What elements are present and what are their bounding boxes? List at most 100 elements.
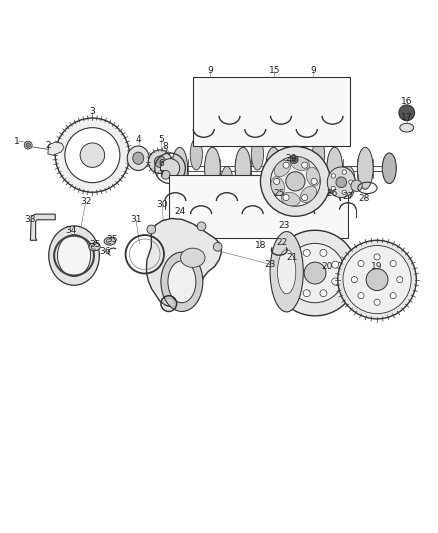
Text: 6: 6 (159, 158, 164, 167)
Circle shape (320, 249, 327, 256)
Circle shape (160, 159, 180, 178)
Circle shape (336, 177, 346, 188)
Circle shape (261, 147, 330, 216)
Text: 25: 25 (274, 189, 285, 198)
Polygon shape (169, 175, 348, 238)
Text: 35: 35 (106, 235, 118, 244)
Circle shape (147, 225, 155, 234)
Circle shape (302, 162, 308, 168)
Circle shape (283, 195, 289, 200)
Circle shape (342, 190, 346, 195)
Circle shape (302, 195, 308, 200)
Circle shape (283, 162, 289, 168)
Text: 31: 31 (130, 215, 142, 224)
Circle shape (55, 118, 130, 192)
Ellipse shape (300, 186, 317, 203)
Circle shape (292, 157, 296, 161)
Polygon shape (147, 219, 221, 308)
Ellipse shape (278, 249, 296, 294)
Circle shape (397, 277, 403, 282)
Text: 1: 1 (14, 136, 20, 146)
Ellipse shape (282, 166, 294, 198)
Circle shape (154, 156, 166, 167)
Circle shape (342, 170, 346, 174)
Circle shape (272, 230, 358, 316)
Circle shape (332, 278, 339, 285)
Polygon shape (48, 142, 64, 155)
Text: 20: 20 (321, 262, 333, 271)
Circle shape (303, 249, 310, 256)
Text: 8: 8 (162, 142, 168, 151)
Ellipse shape (57, 235, 91, 277)
Circle shape (65, 128, 120, 183)
Circle shape (24, 141, 32, 149)
Text: 4: 4 (136, 134, 141, 143)
Text: 22: 22 (277, 238, 288, 247)
Text: 19: 19 (371, 262, 383, 271)
Circle shape (399, 105, 415, 120)
Text: 23: 23 (278, 221, 290, 230)
Ellipse shape (205, 147, 220, 189)
Ellipse shape (89, 243, 100, 251)
Circle shape (374, 299, 380, 305)
Ellipse shape (235, 147, 251, 189)
Circle shape (351, 180, 362, 191)
Text: 36: 36 (99, 247, 110, 256)
Circle shape (331, 187, 336, 191)
Circle shape (349, 180, 353, 184)
Circle shape (351, 277, 357, 282)
Text: 17: 17 (401, 112, 413, 122)
Circle shape (303, 290, 310, 297)
Circle shape (390, 293, 396, 298)
Circle shape (148, 150, 172, 174)
Text: 7: 7 (159, 171, 164, 179)
Text: 34: 34 (66, 226, 77, 235)
Text: 3: 3 (89, 107, 95, 116)
Ellipse shape (357, 147, 373, 189)
Ellipse shape (271, 176, 285, 196)
Circle shape (358, 293, 364, 298)
Text: 15: 15 (268, 67, 280, 75)
Text: 5: 5 (159, 134, 164, 143)
Text: 28: 28 (358, 195, 370, 203)
Circle shape (213, 243, 222, 251)
Circle shape (161, 171, 170, 179)
Circle shape (374, 254, 380, 260)
Circle shape (197, 222, 206, 231)
Ellipse shape (296, 147, 312, 189)
Circle shape (291, 278, 298, 285)
Text: 35: 35 (89, 240, 100, 249)
Ellipse shape (343, 166, 355, 198)
Text: 27: 27 (342, 192, 353, 201)
Circle shape (320, 290, 327, 297)
Text: 30: 30 (156, 200, 168, 209)
Ellipse shape (133, 152, 144, 164)
Circle shape (311, 179, 317, 184)
Circle shape (332, 261, 339, 268)
Ellipse shape (168, 261, 196, 303)
Ellipse shape (221, 166, 233, 198)
Ellipse shape (251, 139, 264, 170)
Ellipse shape (161, 252, 203, 311)
Text: 16: 16 (401, 97, 413, 106)
Circle shape (80, 143, 105, 167)
Ellipse shape (104, 237, 116, 245)
Circle shape (358, 261, 364, 266)
Text: 32: 32 (80, 197, 92, 206)
Text: 29: 29 (285, 154, 297, 163)
Circle shape (366, 269, 388, 290)
Ellipse shape (327, 147, 343, 189)
Text: 24: 24 (174, 207, 185, 216)
Text: 18: 18 (255, 241, 266, 250)
Circle shape (286, 244, 345, 303)
Ellipse shape (266, 147, 282, 189)
Text: 21: 21 (286, 253, 297, 262)
Text: 23: 23 (265, 260, 276, 269)
Ellipse shape (382, 153, 396, 183)
Circle shape (390, 261, 396, 266)
Ellipse shape (49, 226, 99, 285)
Circle shape (343, 246, 411, 313)
Ellipse shape (281, 192, 300, 206)
Circle shape (274, 179, 280, 184)
Polygon shape (193, 77, 350, 147)
